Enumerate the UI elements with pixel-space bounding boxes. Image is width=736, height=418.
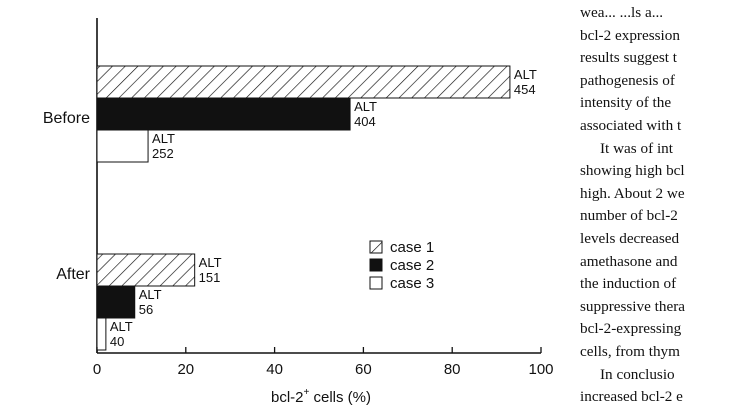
x-tick-label: 60 (355, 361, 372, 378)
text-line: bcl-2 expression (580, 26, 680, 44)
bar (96, 285, 136, 319)
legend-swatch (369, 258, 383, 272)
bar-label-value: 404 (354, 114, 376, 129)
text-line: intensity of the (580, 94, 672, 112)
bar (96, 97, 351, 131)
x-tick-label: 0 (93, 361, 101, 378)
x-ticks: 0 20 40 60 80 100 (93, 347, 554, 378)
x-axis-label: bcl-2+ cells (%) (271, 387, 371, 406)
text-line: associated with t (580, 116, 682, 134)
text-line: amethasone and (580, 252, 678, 270)
text-line: suppressive thera (580, 297, 686, 315)
bar-label-value: 56 (139, 302, 153, 317)
legend-label: case 3 (390, 275, 434, 292)
text-line: results suggest t (580, 49, 678, 67)
text-line: showing high bcl (580, 162, 685, 180)
x-tick-label: 20 (177, 361, 194, 378)
legend-swatch (369, 240, 383, 254)
text-line: In conclusio (600, 365, 675, 383)
bar-label-name: ALT (514, 67, 537, 82)
text-line: It was of int (600, 139, 673, 157)
bar-label-name: ALT (139, 287, 162, 302)
bar (96, 65, 511, 99)
bar-label-name: ALT (354, 99, 377, 114)
bar-label-value: 454 (514, 82, 536, 97)
bar-label-value: 151 (199, 270, 221, 285)
bar (96, 129, 149, 163)
text-line: increased bcl-2 e (580, 388, 683, 406)
x-tick-label: 40 (266, 361, 283, 378)
body-text: wea... ...ls a... bcl-2 expression results… (580, 2, 736, 409)
bar (96, 253, 196, 287)
bar-label-value: 252 (152, 146, 174, 161)
text-line: cells, from thym (580, 342, 680, 360)
text-line: bcl-2-expressing (580, 320, 682, 338)
bar-label-value: 40 (110, 334, 124, 349)
text-line: pathogenesis of (580, 71, 675, 89)
x-tick-label: 80 (444, 361, 461, 378)
bar (96, 317, 107, 351)
bar-label-name: ALT (199, 255, 222, 270)
bar-label-name: ALT (110, 319, 133, 334)
category-label: After (56, 266, 90, 283)
x-tick-label: 100 (528, 361, 553, 378)
text-line: high. About 2 we (580, 184, 685, 202)
category-labels: Before After (43, 110, 91, 283)
bar-label-name: ALT (152, 131, 175, 146)
text-line: levels decreased (580, 229, 680, 247)
text-line: wea... ...ls a... (580, 4, 664, 21)
text-line: the induction of (580, 275, 677, 293)
legend-label: case 2 (390, 257, 434, 274)
text-line: number of bcl-2 (580, 207, 678, 225)
category-label: Before (43, 110, 90, 127)
legend-label: case 1 (390, 239, 434, 256)
legend-swatch (369, 276, 383, 290)
